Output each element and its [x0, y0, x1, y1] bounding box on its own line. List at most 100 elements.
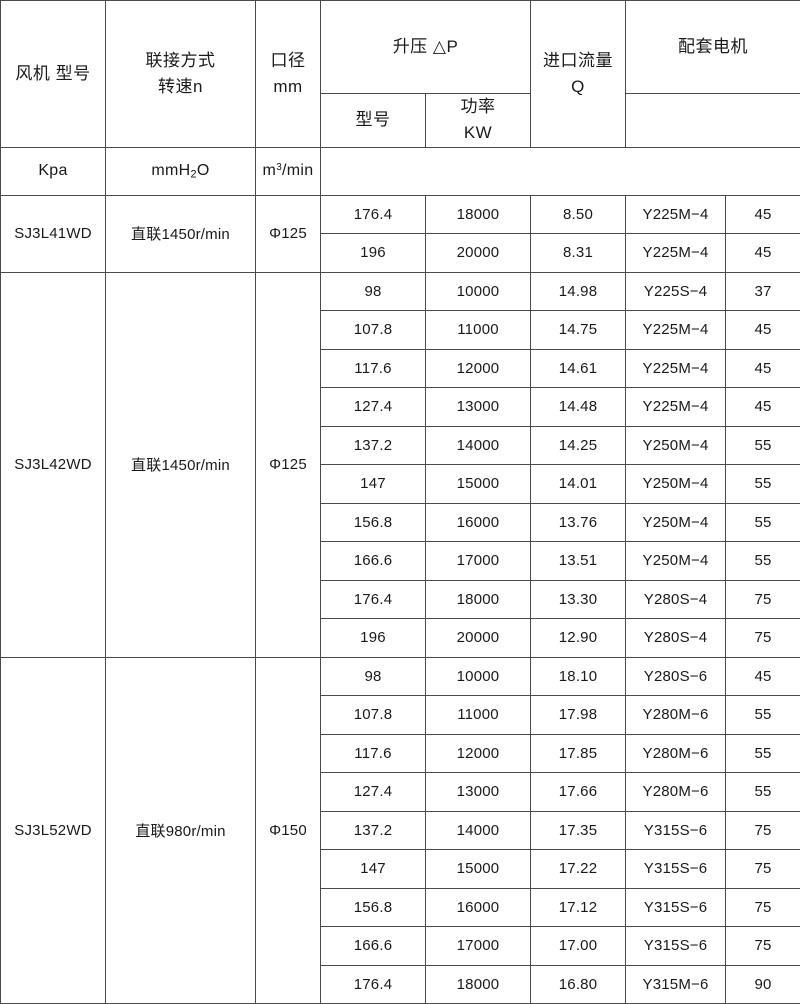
- cell-pressure-mmh2o: 17000: [426, 542, 531, 581]
- header-connection-speed: 联接方式 转速n: [106, 1, 256, 148]
- cell-flow: 8.31: [531, 234, 626, 273]
- cell-pressure-kpa: 156.8: [321, 503, 426, 542]
- cell-flow: 14.01: [531, 465, 626, 504]
- cell-pressure-mmh2o: 17000: [426, 927, 531, 966]
- cell-connection: 直联980r/min: [106, 657, 256, 1004]
- cell-motor-model: Y280M−6: [626, 773, 726, 812]
- cell-motor-power: 75: [726, 927, 800, 966]
- cell-motor-model: Y315S−6: [626, 811, 726, 850]
- cell-motor-model: Y225M−4: [626, 388, 726, 427]
- cell-pressure-kpa: 107.8: [321, 311, 426, 350]
- cell-motor-model: Y250M−4: [626, 465, 726, 504]
- cell-flow: 13.30: [531, 580, 626, 619]
- header-row-group: 风机 型号 联接方式 转速n 口径 mm 升压 △P 进口流量 Q 配套电机: [1, 1, 800, 94]
- cell-pressure-kpa: 166.6: [321, 542, 426, 581]
- cell-pressure-kpa: 176.4: [321, 580, 426, 619]
- header-fan-model: 风机 型号: [1, 1, 106, 148]
- cell-pressure-mmh2o: 12000: [426, 349, 531, 388]
- cell-pressure-mmh2o: 13000: [426, 773, 531, 812]
- header-bore-line2: mm: [256, 74, 320, 100]
- cell-motor-power: 55: [726, 542, 800, 581]
- header-power-line1: 功率: [426, 94, 530, 120]
- cell-motor-model: Y225S−4: [626, 272, 726, 311]
- cell-pressure-mmh2o: 10000: [426, 272, 531, 311]
- cell-pressure-mmh2o: 15000: [426, 850, 531, 889]
- cell-motor-power: 37: [726, 272, 800, 311]
- cell-pressure-mmh2o: 16000: [426, 888, 531, 927]
- cell-pressure-mmh2o: 16000: [426, 503, 531, 542]
- cell-motor-power: 45: [726, 311, 800, 350]
- cell-motor-power: 45: [726, 195, 800, 234]
- cell-flow: 14.75: [531, 311, 626, 350]
- cell-flow: 12.90: [531, 619, 626, 658]
- cell-flow: 18.10: [531, 657, 626, 696]
- cell-fan-model: SJ3L52WD: [1, 657, 106, 1004]
- cell-flow: 17.85: [531, 734, 626, 773]
- cell-flow: 14.61: [531, 349, 626, 388]
- cell-motor-model: Y250M−4: [626, 426, 726, 465]
- table-header: 风机 型号 联接方式 转速n 口径 mm 升压 △P 进口流量 Q 配套电机 型…: [1, 1, 800, 196]
- cell-pressure-mmh2o: 15000: [426, 465, 531, 504]
- cell-bore: Φ125: [256, 195, 321, 272]
- cell-pressure-mmh2o: 13000: [426, 388, 531, 427]
- cell-flow: 17.00: [531, 927, 626, 966]
- cell-motor-model: Y280S−4: [626, 619, 726, 658]
- cell-pressure-kpa: 147: [321, 465, 426, 504]
- cell-motor-model: Y280S−4: [626, 580, 726, 619]
- cell-pressure-kpa: 127.4: [321, 773, 426, 812]
- cell-motor-power: 55: [726, 696, 800, 735]
- cell-motor-model: Y280M−6: [626, 734, 726, 773]
- cell-pressure-kpa: 176.4: [321, 965, 426, 1004]
- cell-pressure-kpa: 196: [321, 619, 426, 658]
- cell-pressure-kpa: 166.6: [321, 927, 426, 966]
- cell-pressure-mmh2o: 18000: [426, 195, 531, 234]
- cell-bore: Φ150: [256, 657, 321, 1004]
- cell-motor-power: 75: [726, 619, 800, 658]
- cell-pressure-kpa: 137.2: [321, 811, 426, 850]
- cell-flow: 17.12: [531, 888, 626, 927]
- cell-motor-model: Y315S−6: [626, 888, 726, 927]
- header-flow-line1: 进口流量: [531, 48, 625, 74]
- header-connection-line2: 转速n: [106, 74, 255, 100]
- cell-pressure-mmh2o: 20000: [426, 234, 531, 273]
- header-inlet-flow: 进口流量 Q: [531, 1, 626, 148]
- cell-pressure-mmh2o: 11000: [426, 311, 531, 350]
- cell-pressure-kpa: 98: [321, 657, 426, 696]
- cell-pressure-mmh2o: 18000: [426, 580, 531, 619]
- cell-pressure-kpa: 147: [321, 850, 426, 889]
- cell-connection: 直联1450r/min: [106, 195, 256, 272]
- cell-flow: 17.22: [531, 850, 626, 889]
- cell-flow: 13.76: [531, 503, 626, 542]
- header-motor-model: 型号: [321, 94, 426, 148]
- cell-motor-power: 75: [726, 811, 800, 850]
- cell-motor-power: 55: [726, 503, 800, 542]
- cell-flow: 17.35: [531, 811, 626, 850]
- unit-kpa: Kpa: [1, 147, 106, 195]
- cell-fan-model: SJ3L41WD: [1, 195, 106, 272]
- cell-motor-power: 90: [726, 965, 800, 1004]
- cell-bore: Φ125: [256, 272, 321, 657]
- cell-pressure-kpa: 98: [321, 272, 426, 311]
- header-pressure-rise: 升压 △P: [321, 1, 531, 94]
- cell-flow: 8.50: [531, 195, 626, 234]
- cell-motor-power: 55: [726, 465, 800, 504]
- cell-motor-power: 55: [726, 426, 800, 465]
- cell-pressure-kpa: 117.6: [321, 349, 426, 388]
- cell-motor-model: Y250M−4: [626, 542, 726, 581]
- cell-pressure-kpa: 176.4: [321, 195, 426, 234]
- cell-pressure-kpa: 156.8: [321, 888, 426, 927]
- cell-pressure-mmh2o: 10000: [426, 657, 531, 696]
- cell-motor-model: Y315S−6: [626, 927, 726, 966]
- cell-pressure-kpa: 107.8: [321, 696, 426, 735]
- cell-connection: 直联1450r/min: [106, 272, 256, 657]
- cell-motor-model: Y250M−4: [626, 503, 726, 542]
- cell-flow: 17.98: [531, 696, 626, 735]
- cell-pressure-kpa: 127.4: [321, 388, 426, 427]
- cell-flow: 14.98: [531, 272, 626, 311]
- cell-motor-power: 75: [726, 850, 800, 889]
- cell-pressure-mmh2o: 18000: [426, 965, 531, 1004]
- header-motor-group: 配套电机: [626, 1, 800, 94]
